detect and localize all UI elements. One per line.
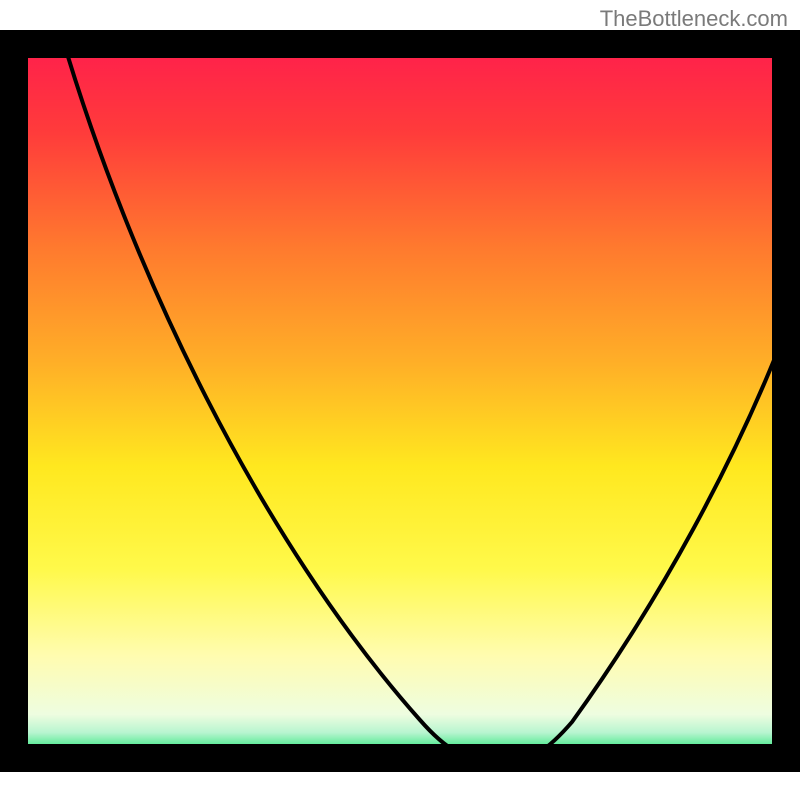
chart-svg — [0, 0, 800, 800]
watermark-text: TheBottleneck.com — [600, 6, 788, 32]
gradient-background — [28, 30, 772, 758]
bottleneck-chart: TheBottleneck.com — [0, 0, 800, 800]
